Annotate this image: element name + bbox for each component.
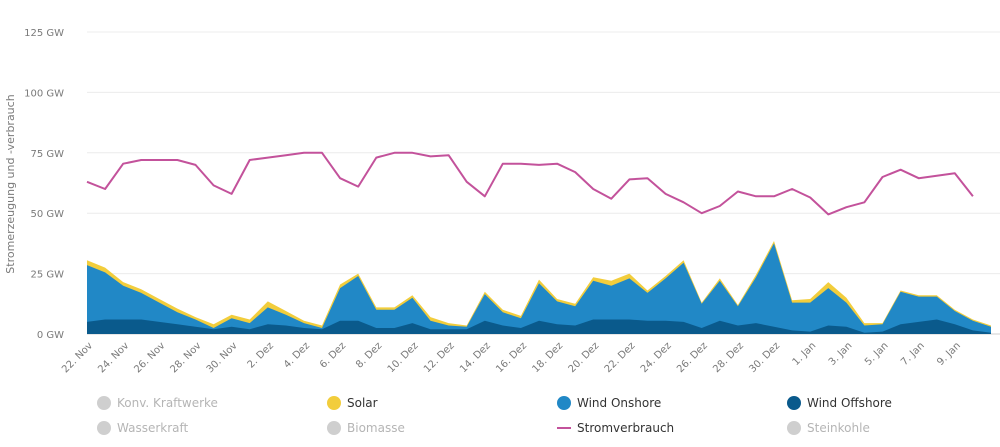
legend-label: Wind Onshore [577, 396, 662, 410]
legend-dot-icon [327, 421, 341, 435]
y-tick-label: 25 GW [30, 270, 64, 281]
y-tick-label: 50 GW [30, 209, 64, 220]
x-tick-label: 2. Dez [246, 340, 276, 370]
x-tick-label: 30. Nov [205, 340, 240, 375]
x-tick-label: 8. Dez [354, 340, 384, 370]
x-tick-label: 16. Dez [494, 340, 529, 375]
x-axis: 22. Nov 24. Nov 26. Nov 28. Nov 30. Nov 2. De… [60, 340, 963, 375]
legend-label: Konv. Kraftwerke [117, 396, 218, 410]
x-tick-label: 22. Dez [603, 340, 638, 375]
y-tick-label: 125 GW [24, 28, 64, 39]
legend-label: Biomasse [347, 421, 405, 435]
legend-item[interactable]: Stromverbrauch [557, 421, 674, 435]
x-tick-label: 4. Dez [282, 340, 312, 370]
x-tick-label: 28. Nov [169, 340, 204, 375]
legend-item[interactable]: Wind Offshore [787, 396, 892, 410]
x-tick-label: 26. Dez [675, 340, 710, 375]
y-axis-label: Stromerzeugung und -verbrauch [4, 94, 17, 273]
legend-dot-icon [327, 396, 341, 410]
legend-dot-icon [97, 421, 111, 435]
y-tick-label: 0 GW [37, 330, 64, 341]
legend-dot-icon [97, 396, 111, 410]
legend-label: Solar [347, 396, 378, 410]
x-tick-label: 9. Jan [935, 340, 963, 368]
legend-label: Steinkohle [807, 421, 870, 435]
x-tick-label: 20. Dez [567, 340, 602, 375]
legend-line-icon [557, 427, 571, 429]
y-axis: 0 GW 25 GW 50 GW 75 GW 100 GW 125 GW [24, 28, 64, 341]
legend-item[interactable]: Biomasse [327, 421, 405, 435]
x-tick-label: 14. Dez [458, 340, 493, 375]
x-tick-label: 18. Dez [530, 340, 565, 375]
x-tick-label: 6. Dez [318, 340, 348, 370]
line-stromverbrauch [86, 151, 974, 216]
y-tick-label: 75 GW [30, 149, 64, 160]
y-tick-label: 100 GW [24, 88, 64, 99]
x-tick-label: 5. Jan [863, 340, 891, 368]
area-wind-offshore [87, 319, 991, 334]
legend-item[interactable]: Solar [327, 396, 378, 410]
x-tick-label: 3. Jan [827, 340, 855, 368]
legend-dot-icon [787, 396, 801, 410]
legend-label: Wind Offshore [807, 396, 892, 410]
x-tick-label: 1. Jan [791, 340, 819, 368]
lines [86, 151, 974, 216]
areas [87, 241, 991, 334]
legend-item[interactable]: Wind Onshore [557, 396, 661, 410]
x-tick-label: 24. Dez [639, 340, 674, 375]
x-tick-label: 24. Nov [96, 340, 131, 375]
legend-item[interactable]: Konv. Kraftwerke [97, 396, 218, 410]
legend-label: Wasserkraft [117, 421, 189, 435]
area-wind-onshore [87, 243, 991, 334]
x-tick-label: 12. Dez [422, 340, 457, 375]
x-tick-label: 7. Jan [899, 340, 927, 368]
x-tick-label: 22. Nov [60, 340, 95, 375]
legend-label: Stromverbrauch [577, 421, 675, 435]
x-tick-label: 26. Nov [132, 340, 167, 375]
x-tick-label: 10. Dez [386, 340, 421, 375]
legend-dot-icon [557, 396, 571, 410]
legend-dot-icon [787, 421, 801, 435]
x-tick-label: 30. Dez [747, 340, 782, 375]
x-tick-label: 28. Dez [711, 340, 746, 375]
legend-item[interactable]: Steinkohle [787, 421, 870, 435]
legend-item[interactable]: Wasserkraft [97, 421, 188, 435]
